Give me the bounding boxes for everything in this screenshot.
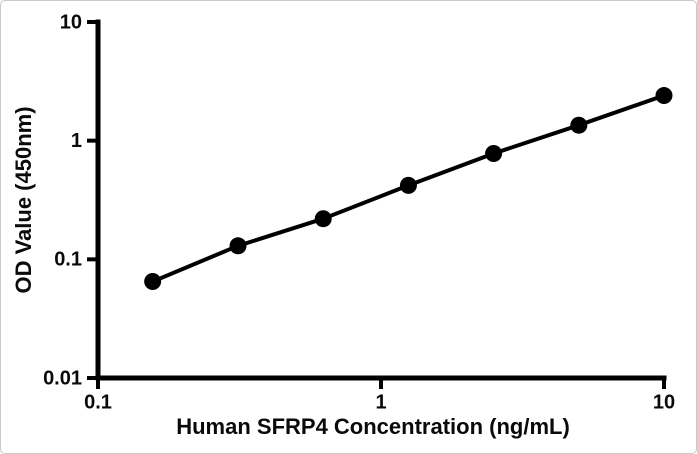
y-tick-label: 0.1 bbox=[54, 249, 82, 271]
series-layer bbox=[144, 87, 673, 291]
x-axis-title: Human SFRP4 Concentration (ng/mL) bbox=[176, 414, 570, 439]
y-axis-title: OD Value (450nm) bbox=[11, 106, 36, 293]
axis-frame bbox=[95, 19, 667, 381]
y-tick-label: 10 bbox=[60, 11, 82, 33]
data-point-marker bbox=[570, 116, 588, 134]
data-point-marker bbox=[485, 144, 503, 162]
data-point-marker bbox=[229, 237, 247, 255]
x-tick-label: 1 bbox=[375, 391, 386, 413]
data-point-marker bbox=[144, 273, 162, 291]
data-point-marker bbox=[314, 210, 332, 228]
y-tick-label: 0.01 bbox=[43, 367, 82, 389]
data-point-marker bbox=[655, 87, 673, 105]
data-point-marker bbox=[399, 176, 417, 194]
x-tick-label: 0.1 bbox=[84, 391, 112, 413]
x-tick-label: 10 bbox=[653, 391, 675, 413]
y-tick-label: 1 bbox=[71, 130, 82, 152]
